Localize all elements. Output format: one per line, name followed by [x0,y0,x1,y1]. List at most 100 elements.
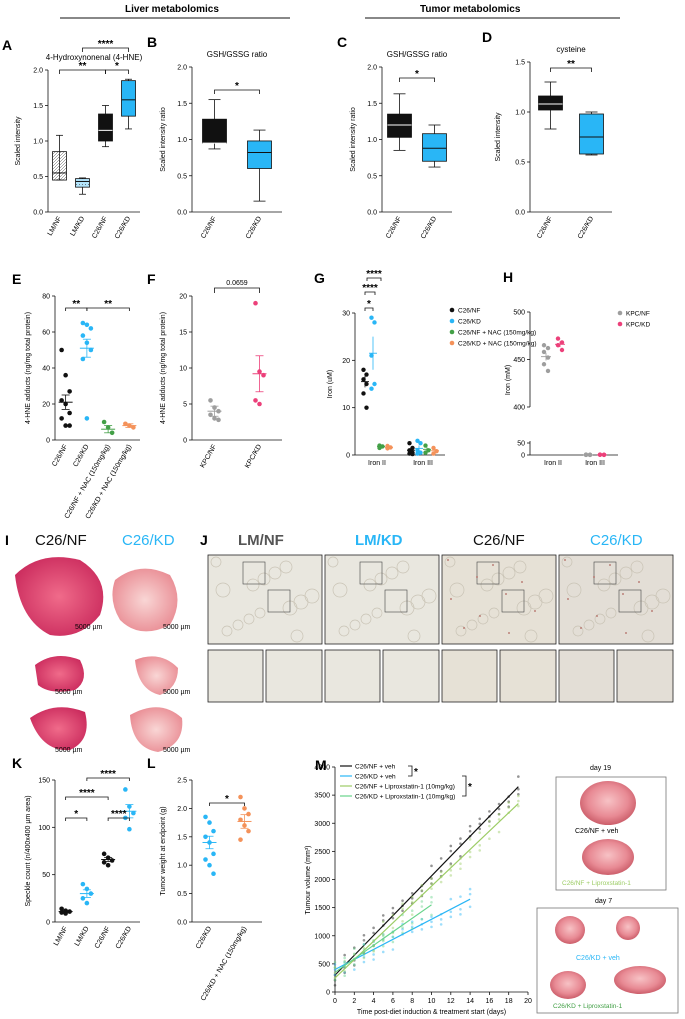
data-point [541,349,547,355]
significance-label: **** [111,809,127,820]
y-tick-label: 20 [42,402,50,409]
data-point [391,911,395,915]
y-tick-label: 2.0 [177,65,187,72]
y-axis-label: Scaled intensity ratio [350,107,357,172]
y-tick-label: 150 [38,778,50,785]
y-tick-label: 0.5 [33,174,43,181]
panel-letter: K [12,755,22,771]
trend-line [334,904,432,973]
micrograph-overview [441,554,557,645]
cell-outline [566,582,582,598]
data-point [353,946,356,949]
data-point [430,895,433,899]
legend-label: C26/NF + NAC (150mg/kg) [458,330,536,337]
legend-label: KPC/NF [626,311,650,318]
significance-bracket [214,287,260,293]
legend-label: C26/KD + Liproxstatin-1 (10mg/kg) [355,794,455,801]
x-category-label: LM/KD [69,216,86,238]
x-tick-label: 4 [372,998,376,1005]
box-iqr [538,95,563,111]
y-tick-label: 1500 [314,905,330,912]
scale-bar-label: 5000 µm [163,689,191,696]
significance-label: **** [100,769,116,780]
data-point [372,938,375,942]
data-point [391,935,395,939]
data-point [410,891,414,895]
y-tick-label: 0 [46,438,50,445]
legend-label: KPC/KD [626,322,651,329]
speckle [638,581,640,583]
data-point [407,440,412,446]
data-point [410,895,414,899]
data-point [343,969,346,973]
scale-bar-label: 5000 µm [55,689,83,696]
data-point [507,805,511,809]
significance-bracket [65,796,109,800]
data-point [430,882,433,885]
y-axis-label: Scaled intensity ratio [160,107,167,172]
cell-outline [455,625,467,637]
data-point [131,810,136,816]
x-category-label: C26/NF [385,216,403,240]
significance-bracket [209,802,245,806]
chart-title: cysteine [556,45,586,54]
micrograph-zoom [382,649,440,703]
data-point [105,862,111,868]
significance-label: ** [79,61,87,72]
data-point [127,826,132,832]
y-tick-label: 0.5 [177,891,187,898]
chart-c-gsh-tumor: C GSH/GSSG ratio 0.0 0.5 1.0 1.5 2.0 Scaled int… [337,34,452,240]
cell-outline [655,588,671,604]
panel-j-micrographs: J LM/NF LM/KD C26/NF C26/KD [200,532,674,703]
x-category-label: C26/KD [420,216,438,241]
data-point [362,955,366,959]
y-tick-label: 2.0 [33,68,43,75]
tumor-photo-c26kd-veh-1 [555,916,585,944]
box-iqr [247,140,272,169]
cell-outline [363,578,377,592]
y-axis-label: 4-HNE adducts (ng/mg total protein) [25,312,32,424]
data-point [246,828,251,834]
data-point [420,905,424,908]
speckle [450,598,452,600]
x-tick-label: 14 [466,998,474,1005]
data-point [362,956,366,960]
data-point [449,910,453,914]
data-point [212,416,217,421]
cell-outline [210,556,222,568]
data-point [362,943,366,946]
data-point [353,953,356,956]
x-tick-label: 18 [505,998,513,1005]
data-point [410,925,414,929]
trend-line [334,803,519,979]
data-point [67,389,72,394]
x-category-label: LM/KD [74,926,91,948]
tumor-photo-c26kd-lip-1 [550,971,586,999]
data-point [449,844,453,848]
data-point [517,804,520,808]
speckle [521,581,523,583]
scale-bar-label: 5000 µm [163,624,191,631]
significance-label: * [414,767,418,778]
box-iqr [52,151,67,181]
histology-section-kd-3 [130,707,183,752]
significance-label: * [415,69,419,80]
speckle [447,559,449,561]
x-tick-label: 20 [524,998,532,1005]
data-point [333,966,337,970]
chart-e-4hne-adducts: E 0 20 40 60 80 4-HNE adducts (ng/mg total pro… [12,271,140,520]
data-point [208,398,213,403]
panel-letter: A [2,37,12,53]
data-point [253,300,258,306]
data-point [362,939,366,942]
cell-outline [513,560,527,574]
chart-title: GSH/GSSG ratio [207,50,268,59]
data-point [381,932,385,936]
data-point [545,368,551,374]
data-point [84,900,90,906]
cell-outline [594,613,606,625]
x-category-label: C26/KD [245,216,263,241]
data-point [353,952,356,956]
x-category-label: Iron III [413,460,433,467]
y-axis-label: Speckle count (n/400x400 µm area) [25,795,32,906]
